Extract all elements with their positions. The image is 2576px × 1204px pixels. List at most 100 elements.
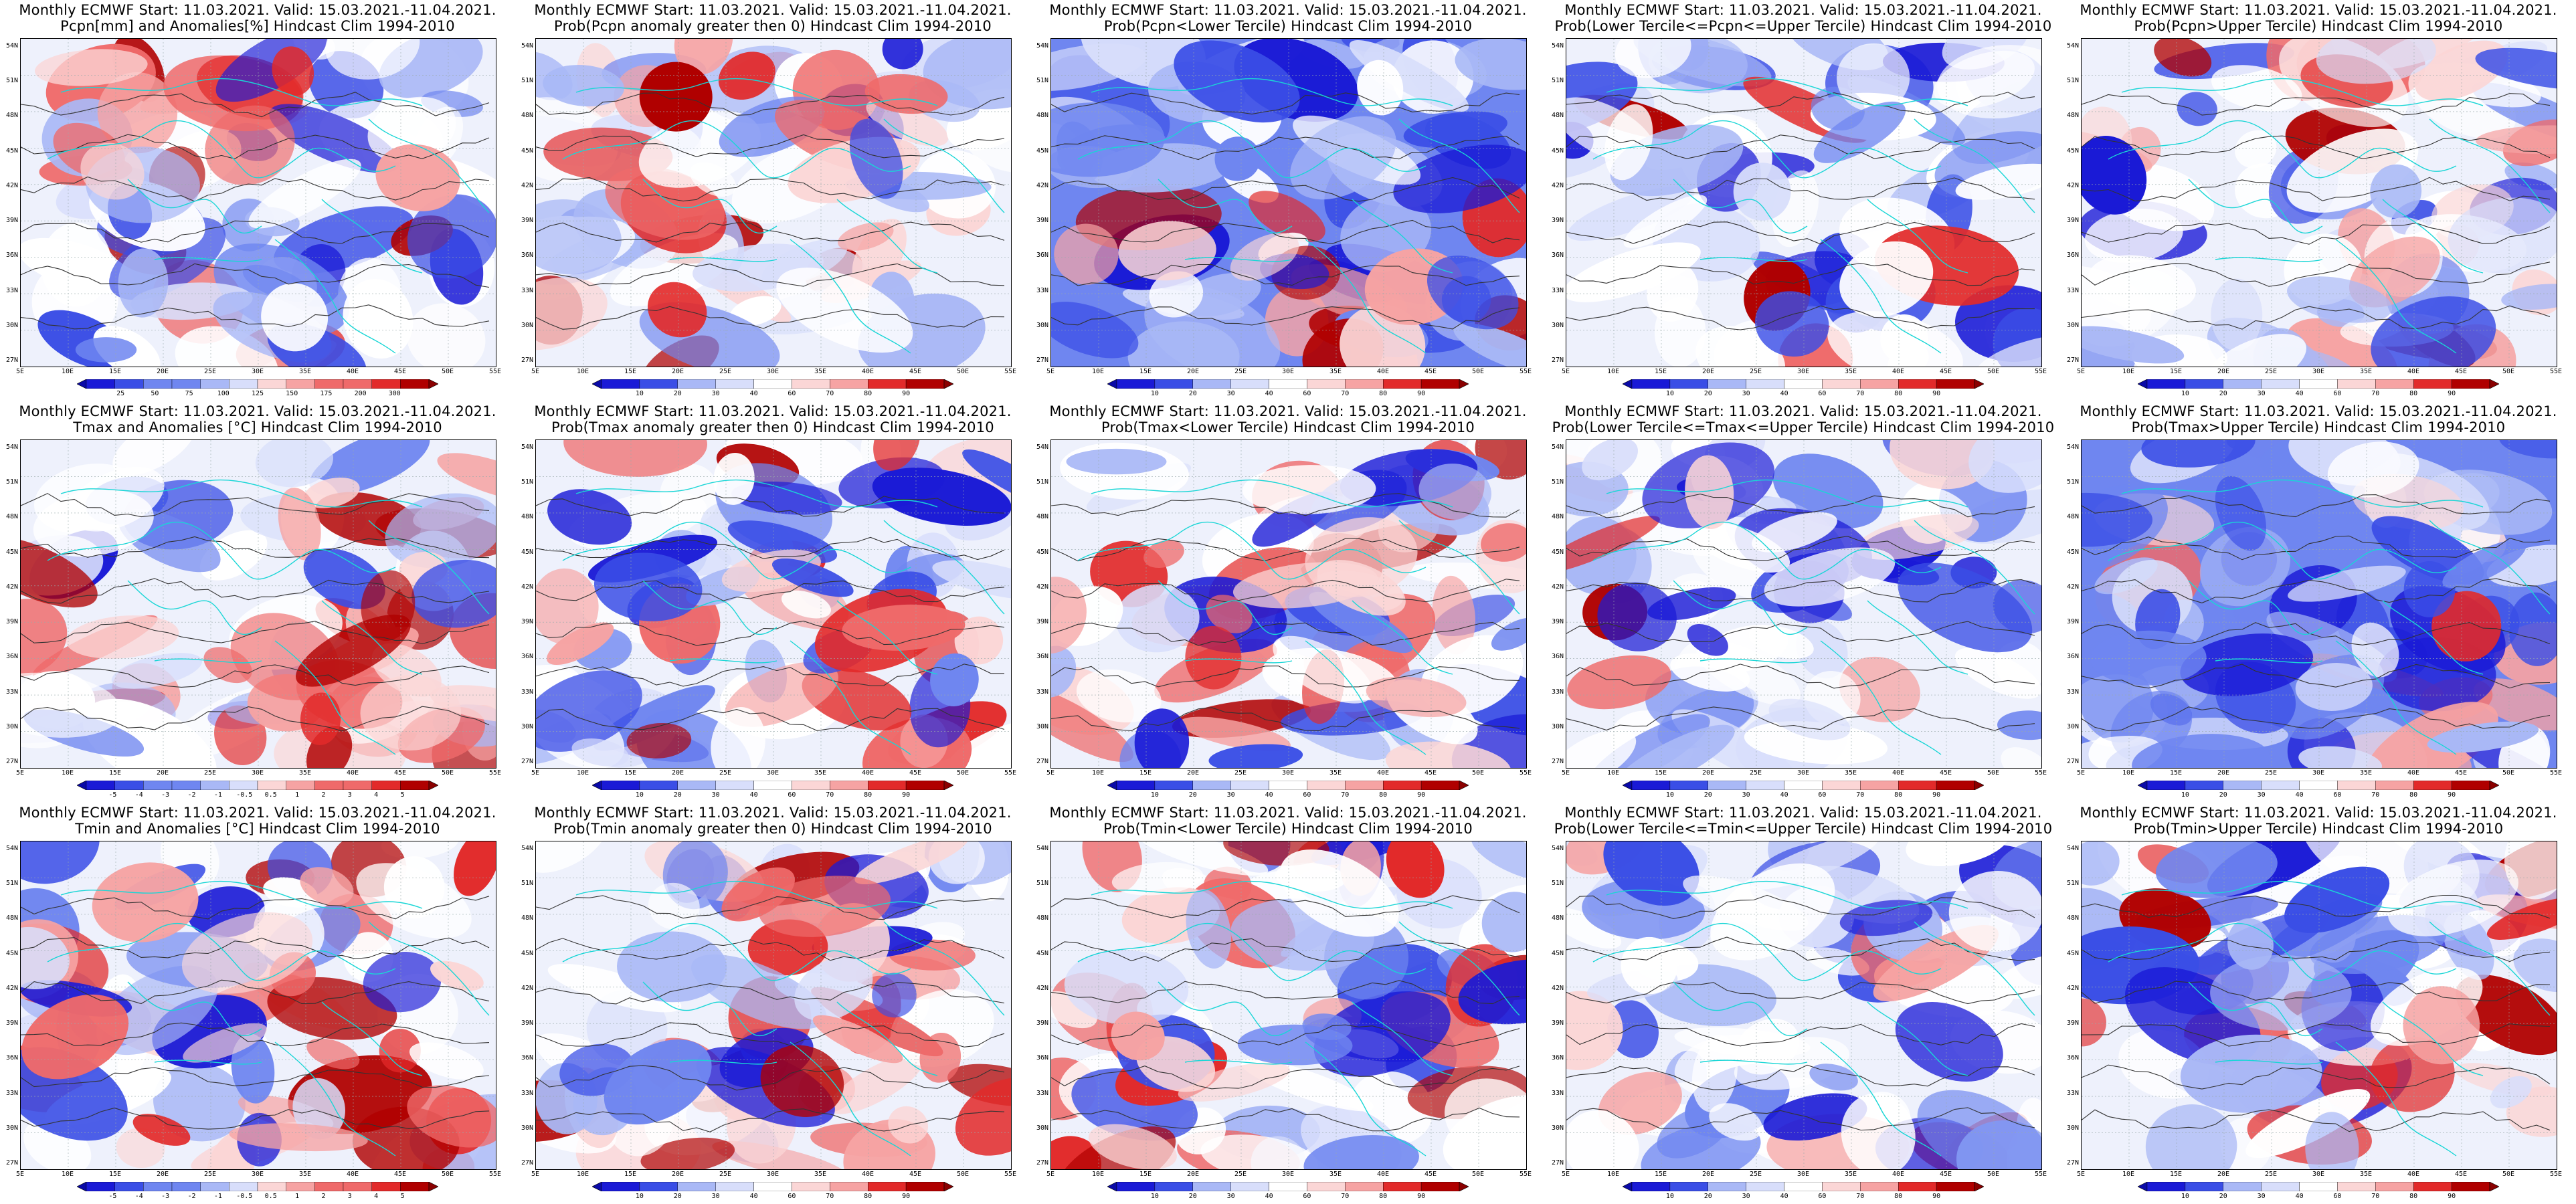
latitude-tick-label: 27N [1551, 758, 1564, 765]
longitude-tick-label: 35E [814, 368, 827, 375]
contour-line [1566, 621, 2035, 642]
contour-line [1566, 177, 2035, 201]
longitude-tick-label: 40E [861, 1171, 875, 1178]
shaded-region [689, 162, 737, 197]
contour-line [536, 536, 1005, 561]
shaded-region [1064, 949, 1189, 1025]
colorbar-tick-label: 70 [1341, 1193, 1350, 1200]
latitude-tick-label: 45N [2066, 548, 2079, 556]
colorbar-swatch [639, 1182, 678, 1191]
latitude-tick-label: 54N [1551, 845, 1564, 852]
coastline [1914, 520, 2035, 615]
coastline [60, 78, 423, 106]
colorbar [1623, 1182, 1984, 1191]
longitude-tick-label: 45E [1424, 769, 1437, 777]
colorbar-tick-label: 40 [749, 791, 758, 799]
colorbar-swatch [229, 1182, 258, 1191]
colorbar-swatch [1420, 781, 1460, 790]
longitude-tick-label: 40E [861, 769, 875, 777]
colorbar-swatch [2299, 379, 2338, 389]
shaded-region [2476, 125, 2557, 155]
colorbar-swatch [1307, 379, 1346, 389]
shaded-region [2506, 1086, 2557, 1137]
latitude-tick-label: 48N [2066, 112, 2079, 120]
latitude-tick-label: 45N [1036, 146, 1048, 155]
shaded-region [882, 39, 923, 70]
shaded-region [1566, 1110, 1639, 1169]
shaded-region [781, 590, 832, 619]
shaded-region [278, 488, 321, 561]
coastline [2121, 78, 2484, 106]
shaded-region [1839, 241, 1934, 317]
shaded-region [97, 72, 178, 154]
coastline [2108, 922, 2457, 981]
longitude-tick-label: 35E [814, 1171, 827, 1178]
latitude-tick-label: 48N [5, 513, 18, 521]
colorbar-swatch [792, 379, 830, 389]
colorbar-swatch [2146, 379, 2186, 389]
longitude-tick-label: 30E [1797, 769, 1810, 777]
colorbar-tick-label: 0.5 [264, 791, 277, 799]
colorbar-swatch [114, 781, 144, 790]
map-area [535, 841, 1012, 1170]
coastline [47, 521, 396, 580]
longitude-tick-label: 30E [766, 769, 779, 777]
shaded-region [304, 477, 360, 508]
colorbar-tick-label: 10 [635, 791, 644, 799]
longitude-tick-label: 20E [1701, 769, 1715, 777]
latitude-tick-label: 39N [521, 1019, 533, 1027]
longitude-tick-label: 20E [671, 769, 684, 777]
longitude-tick-label: 25E [2264, 769, 2278, 777]
colorbar-tick-label: 70 [1856, 390, 1865, 397]
colorbar [1107, 379, 1469, 389]
colorbar-swatch [257, 781, 286, 790]
longitude-tick-label: 15E [2169, 368, 2183, 375]
coastline [2382, 1001, 2484, 1076]
colorbar-swatch [830, 379, 868, 389]
shaded-region [1134, 708, 1190, 768]
latitude-tick-label: 39N [1036, 618, 1048, 626]
colorbar-tick-label: 3 [347, 1193, 352, 1200]
latitude-tick-label: 36N [1036, 1054, 1048, 1062]
latitude-tick-label: 45N [1036, 949, 1048, 957]
shaded-region [794, 956, 873, 1021]
longitude-tick-label: 25E [1234, 769, 1247, 777]
contour-line [1566, 305, 2035, 330]
contour-line [536, 493, 1005, 517]
latitude-tick-label: 39N [2066, 618, 2079, 626]
colorbar-swatch [2413, 781, 2452, 790]
shaded-region [536, 670, 642, 752]
coastline [790, 239, 911, 354]
colorbar [2138, 379, 2499, 389]
contour-line [536, 982, 1005, 1005]
latitude-tick-label: 33N [521, 1089, 533, 1097]
longitude-tick-label: 30E [1281, 1171, 1295, 1178]
longitude-tick-label: 5E [15, 368, 25, 375]
coastline [274, 1041, 396, 1157]
shaded-region [1313, 991, 1451, 1077]
shaded-region [375, 144, 460, 211]
colorbar-swatch [792, 781, 830, 790]
colorbar-tick-label: 60 [1818, 791, 1827, 799]
colorbar-tick-label: -3 [161, 791, 170, 799]
colorbar-min-arrow [1107, 781, 1117, 790]
latitude-tick-label: 45N [2066, 146, 2079, 155]
colorbar-swatch [343, 379, 372, 389]
latitude-tick-label: 27N [1036, 758, 1048, 765]
longitude-tick-label: 25E [203, 1171, 217, 1178]
map-canvas [2082, 39, 2557, 367]
colorbar-swatch [2261, 1182, 2300, 1191]
colorbar-tick-label: 40 [2295, 1193, 2304, 1200]
latitude-tick-label: 33N [2066, 1089, 2079, 1097]
longitude-tick-label: 45E [2454, 368, 2468, 375]
shaded-region [2088, 255, 2197, 313]
coastline [2382, 600, 2484, 675]
colorbar-max-arrow [1459, 1182, 1469, 1191]
shaded-region [406, 303, 486, 367]
colorbar-tick-label: 30 [1742, 791, 1750, 799]
shaded-region [640, 1137, 735, 1169]
shaded-region [536, 568, 599, 645]
colorbar-tick-label: 3 [347, 791, 352, 799]
contour-line [2082, 981, 2551, 1004]
coastline [321, 199, 423, 274]
